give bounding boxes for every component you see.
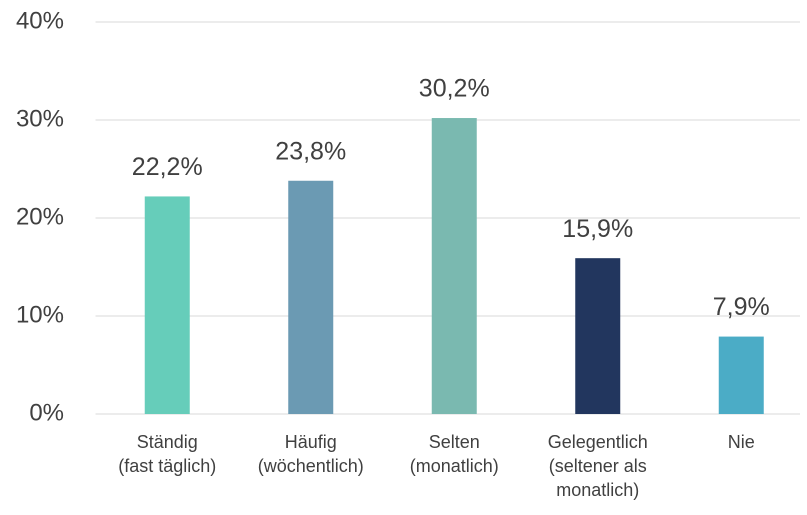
y-tick-label: 0% [29,399,64,426]
bar [288,180,334,414]
bar [431,118,477,414]
value-label: 22,2% [132,153,203,181]
y-tick-label: 30% [16,105,64,132]
x-tick-label: Häufig [285,432,337,452]
value-label: 7,9% [713,293,770,321]
value-label: 15,9% [562,215,633,243]
x-tick-label: (monatlich) [410,456,499,476]
y-tick-label: 20% [16,203,64,230]
x-tick-label: Ständig [137,432,198,452]
x-tick-label: (fast täglich) [118,456,216,476]
y-tick-label: 40% [16,7,64,34]
bar [718,336,764,414]
x-tick-label: monatlich) [556,480,639,500]
x-tick-label: Selten [429,432,480,452]
x-tick-label: Nie [728,432,755,452]
value-label: 30,2% [419,75,490,103]
value-label: 23,8% [275,137,346,165]
bar [144,196,190,414]
x-tick-label: (wöchentlich) [258,456,364,476]
bar [575,258,621,414]
x-tick-label: (seltener als [549,456,647,476]
y-tick-label: 10% [16,301,64,328]
x-tick-label: Gelegentlich [548,432,648,452]
